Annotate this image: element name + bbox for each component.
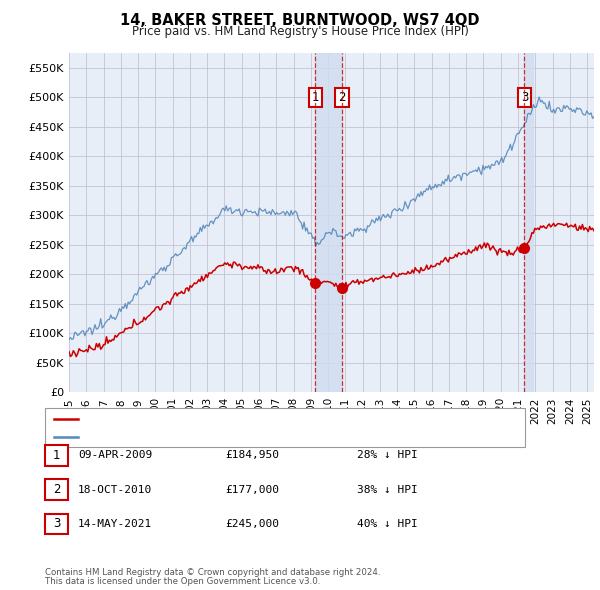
Text: This data is licensed under the Open Government Licence v3.0.: This data is licensed under the Open Gov… <box>45 578 320 586</box>
Text: 14, BAKER STREET, BURNTWOOD, WS7 4QD: 14, BAKER STREET, BURNTWOOD, WS7 4QD <box>120 13 480 28</box>
Text: 3: 3 <box>521 91 528 104</box>
Text: 1: 1 <box>311 91 319 104</box>
Text: 40% ↓ HPI: 40% ↓ HPI <box>357 519 418 529</box>
Text: 14, BAKER STREET, BURNTWOOD, WS7 4QD (detached house): 14, BAKER STREET, BURNTWOOD, WS7 4QD (de… <box>83 414 425 424</box>
Text: £177,000: £177,000 <box>225 485 279 494</box>
Text: £184,950: £184,950 <box>225 451 279 460</box>
Text: HPI: Average price, detached house, Lichfield: HPI: Average price, detached house, Lich… <box>83 432 331 441</box>
Text: 2: 2 <box>53 483 60 496</box>
Text: 28% ↓ HPI: 28% ↓ HPI <box>357 451 418 460</box>
Text: 1: 1 <box>53 449 60 462</box>
Text: 38% ↓ HPI: 38% ↓ HPI <box>357 485 418 494</box>
Text: 14-MAY-2021: 14-MAY-2021 <box>78 519 152 529</box>
Text: 3: 3 <box>53 517 60 530</box>
Bar <box>524 53 533 392</box>
Text: Price paid vs. HM Land Registry's House Price Index (HPI): Price paid vs. HM Land Registry's House … <box>131 25 469 38</box>
Text: £245,000: £245,000 <box>225 519 279 529</box>
Text: 09-APR-2009: 09-APR-2009 <box>78 451 152 460</box>
Text: 2: 2 <box>338 91 346 104</box>
Text: 18-OCT-2010: 18-OCT-2010 <box>78 485 152 494</box>
Bar <box>316 53 342 392</box>
Text: Contains HM Land Registry data © Crown copyright and database right 2024.: Contains HM Land Registry data © Crown c… <box>45 568 380 577</box>
